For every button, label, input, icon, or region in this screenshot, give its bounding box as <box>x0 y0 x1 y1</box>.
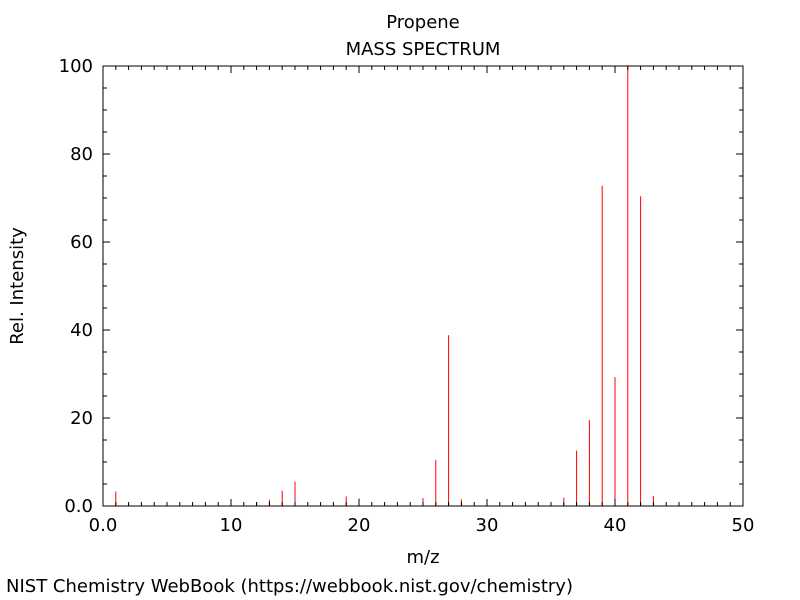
y-tick-label: 60 <box>70 232 93 253</box>
y-tick-label: 80 <box>70 144 93 165</box>
x-tick-label: 50 <box>732 515 755 536</box>
peaks-group <box>115 66 654 506</box>
y-tick-label: 100 <box>59 56 93 77</box>
x-tick-label: 30 <box>476 515 499 536</box>
plot-area-frame <box>102 65 744 507</box>
x-tick-label: 10 <box>220 515 243 536</box>
chart-title: Propene <box>386 12 460 33</box>
axes-group: 0.0 10 20 30 40 50 0.0 20 40 60 80 100 <box>59 56 755 536</box>
y-tick-label: 40 <box>70 320 93 341</box>
y-tick-label: 20 <box>70 408 93 429</box>
y-tick-label: 0.0 <box>64 496 93 517</box>
mass-spectrum-chart: Propene MASS SPECTRUM 0.0 10 20 30 40 50 0.0 20… <box>7 12 755 568</box>
chart-subtitle: MASS SPECTRUM <box>346 39 501 60</box>
x-tick-label: 40 <box>604 515 627 536</box>
x-tick-label: 20 <box>348 515 371 536</box>
x-tick-label: 0.0 <box>89 515 118 536</box>
y-axis-label: Rel. Intensity <box>7 227 28 345</box>
x-axis-label: m/z <box>406 547 439 568</box>
source-credit: NIST Chemistry WebBook (https://webbook.… <box>6 576 573 597</box>
